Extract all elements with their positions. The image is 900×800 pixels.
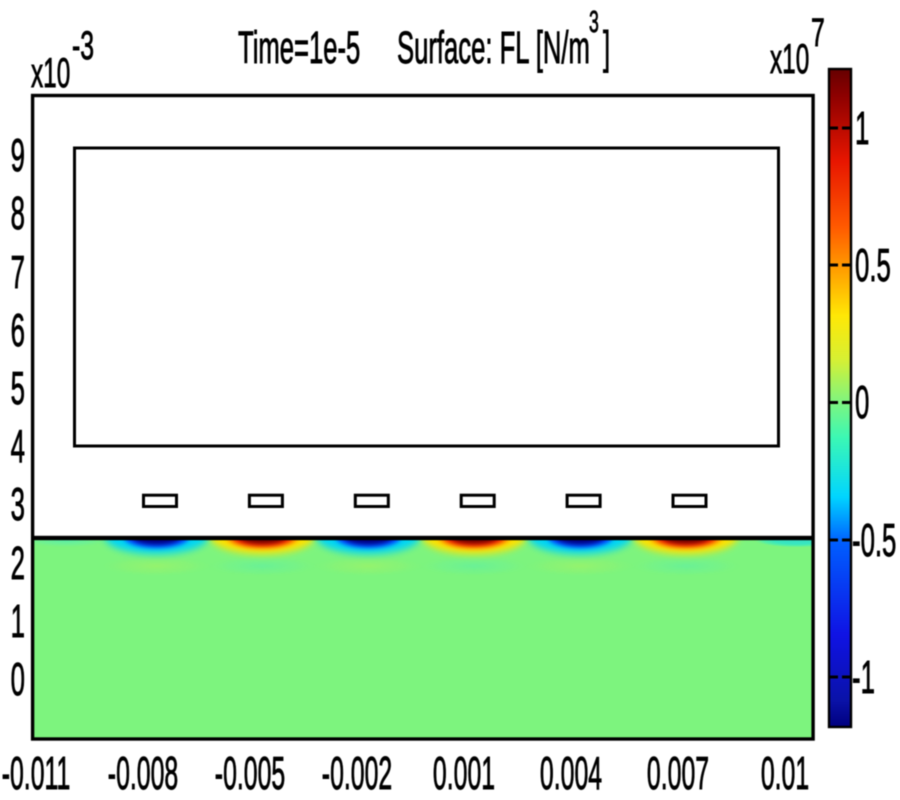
svg-text:3: 3 bbox=[11, 478, 25, 530]
svg-text:1: 1 bbox=[855, 102, 869, 154]
svg-text:0.5: 0.5 bbox=[855, 239, 891, 291]
svg-text:-0.008: -0.008 bbox=[108, 748, 178, 799]
svg-text:x10: x10 bbox=[770, 36, 809, 82]
svg-text:7: 7 bbox=[811, 11, 825, 55]
svg-text:x10: x10 bbox=[31, 50, 70, 96]
svg-text:-0.002: -0.002 bbox=[322, 748, 392, 799]
svg-text:Surface: FL [N/m: Surface: FL [N/m bbox=[397, 22, 590, 72]
svg-text:0: 0 bbox=[11, 653, 25, 705]
svg-text:0.004: 0.004 bbox=[540, 748, 602, 799]
svg-text:0.01: 0.01 bbox=[761, 748, 809, 799]
svg-text:Time=1e-5: Time=1e-5 bbox=[238, 22, 360, 72]
svg-text:2: 2 bbox=[11, 537, 25, 589]
svg-text:0.001: 0.001 bbox=[433, 748, 495, 799]
svg-text:0: 0 bbox=[855, 376, 869, 428]
svg-text:8: 8 bbox=[11, 187, 25, 239]
svg-text:9: 9 bbox=[11, 129, 25, 181]
svg-text:7: 7 bbox=[11, 246, 25, 298]
svg-text:-0.5: -0.5 bbox=[852, 514, 896, 566]
svg-text:-0.011: -0.011 bbox=[2, 748, 71, 799]
svg-text:-0.005: -0.005 bbox=[215, 748, 285, 799]
svg-text:0.007: 0.007 bbox=[647, 748, 709, 799]
svg-text:1: 1 bbox=[11, 595, 25, 647]
svg-text:4: 4 bbox=[11, 420, 25, 472]
svg-text:]: ] bbox=[603, 22, 610, 72]
svg-text:3: 3 bbox=[589, 5, 599, 39]
svg-text:-1: -1 bbox=[852, 651, 875, 703]
svg-text:6: 6 bbox=[11, 304, 25, 356]
svg-text:-3: -3 bbox=[72, 24, 94, 68]
svg-text:5: 5 bbox=[11, 362, 25, 414]
